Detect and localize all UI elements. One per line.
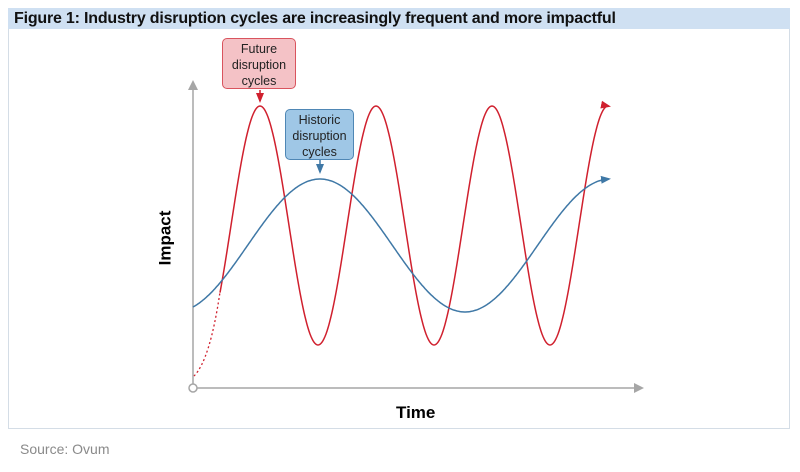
future-cycles-callout: Future disruption cycles bbox=[222, 38, 296, 89]
future-cycles-lead-in bbox=[193, 291, 221, 377]
callout-line: Historic bbox=[298, 113, 341, 127]
y-axis-label: Impact bbox=[155, 210, 175, 266]
historic-cycles-line bbox=[192, 175, 611, 313]
callout-line: cycles bbox=[241, 74, 277, 88]
future-cycles-line bbox=[219, 100, 611, 346]
callout-line: disruption bbox=[231, 58, 287, 72]
figure-title: Figure 1: Industry disruption cycles are… bbox=[8, 8, 790, 29]
historic-cycles-callout: Historic disruption cycles bbox=[285, 109, 354, 160]
x-axis-label: Time bbox=[396, 403, 436, 422]
source-note: Source: Ovum bbox=[20, 441, 110, 457]
origin-marker bbox=[188, 383, 198, 393]
callout-line: disruption bbox=[292, 129, 347, 143]
callout-line: cycles bbox=[302, 145, 337, 159]
callout-line: Future bbox=[240, 42, 278, 56]
